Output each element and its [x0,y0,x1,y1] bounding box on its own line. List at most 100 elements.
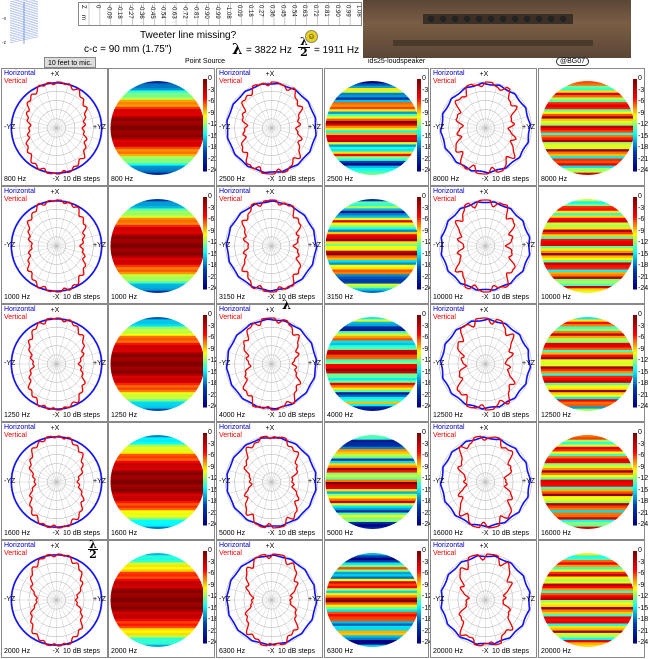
colorbar-tick-label: 0 [208,75,212,82]
colorbar-segment [203,286,207,290]
frequency-label: 2500 Hz [327,176,354,183]
colorbar-tick-label: -6 [422,570,429,577]
colorbar-tick-label: -12 [208,239,219,246]
axis-label-plus-x: +X [479,543,489,550]
colorbar-segment [417,469,421,473]
colorbar-segment [203,462,207,466]
heatmap-band [110,102,205,105]
heatmap-band [110,364,205,367]
colorbar-segment [417,386,421,390]
colorbar-segment [633,108,637,112]
heatmap-band [540,630,635,634]
heatmap-band [540,201,635,205]
colorbar-segment [633,444,637,448]
heatmap-svg [110,197,207,293]
colorbar-segment [203,347,207,350]
colorbar-segment [203,453,207,457]
colorbar-segment [203,571,207,575]
colorbar-segment [203,386,207,390]
heatmap-band [110,111,205,115]
colorbar-segment [633,446,637,450]
heatmap-band [540,92,635,96]
legend-horizontal: Horizontal [4,424,36,431]
heatmap-band [325,269,420,273]
heatmap-band [540,326,635,330]
distance-button[interactable]: 10 feet to mic. [44,57,96,68]
colorbar-segment [417,136,421,140]
heatmap-band [110,345,205,348]
heatmap-band [540,437,635,441]
colorbar-segment [417,583,421,586]
heatmap-band [110,208,205,212]
polar-grid-spoke [271,567,305,601]
colorbar-segment [417,553,421,557]
colorbar-segment [417,513,421,517]
heatmap-band [540,99,635,103]
heatmap-band [540,557,635,561]
colorbar-segment [417,370,421,373]
colorbar-segment [417,243,421,246]
heatmap-band [110,519,205,523]
colorbar-segment [203,215,207,219]
heatmap-svg [540,197,637,293]
colorbar-segment [417,592,421,596]
heatmap-band [110,614,205,617]
heatmap-band [325,361,420,365]
heatmap-band [325,250,420,254]
polar-grid-spoke [271,206,295,247]
colorbar-segment [203,99,207,103]
heatmap-band [110,285,205,289]
colorbar-segment [417,395,421,399]
heatmap-band [110,135,205,138]
heatmap-band [540,347,635,351]
heatmap-band [110,116,205,119]
heatmap-band [110,517,205,520]
polar-grid-spoke [445,127,486,152]
colorbar-segment [417,206,421,209]
heatmap-band [325,458,420,462]
heatmap-band [110,83,205,87]
smiley-icon[interactable]: ☺ [305,30,318,43]
colorbar-segment [633,118,637,121]
heatmap-band [540,146,635,150]
heatmap-band [540,500,635,504]
colorbar-segment [203,358,207,362]
colorbar-tick-label: -3 [638,440,645,448]
colorbar-segment [203,338,207,341]
header: -x -z 0 -0.09 -0.18 -0.27 -0.36 -0.45 -0.54 -0.… [0,0,649,68]
colorbar-segment [203,617,207,621]
polar-grid-spoke [452,567,486,601]
colorbar-segment [417,640,421,644]
table-value: -0.90 [203,5,209,19]
colorbar-segment [417,435,421,439]
heatmap-band [540,600,635,603]
heatmap-band [325,382,420,386]
polar-grid-spoke [44,127,57,173]
heatmap-band [325,137,420,141]
heatmap-band [110,328,205,332]
polar-grid-spoke [271,233,316,247]
heatmap-band [110,241,205,245]
colorbar-segment [633,106,637,110]
colorbar-segment [633,562,637,566]
heatmap-band [110,382,205,386]
colorbar-segment [633,236,637,239]
colorbar-segment [633,502,637,505]
heatmap-band [325,274,420,277]
db-steps-label: 10 dB steps [492,412,529,419]
heatmap-band [110,156,205,159]
heatmap-band [540,128,635,131]
polar-grid-spoke [485,95,519,129]
polar-grid-spoke [259,127,272,173]
polar-grid-spoke [56,363,97,388]
polar-grid-spoke [271,560,295,601]
polar-grid-spoke [23,213,57,247]
legend-horizontal: Horizontal [4,542,36,549]
colorbar-segment [633,324,637,327]
polar-grid-spoke [56,127,101,141]
colorbar-segment [417,111,421,114]
colorbar-segment [417,317,421,321]
colorbar-segment [417,613,421,616]
colorbar-segment [633,282,637,285]
polar-grid-spoke [473,481,486,527]
